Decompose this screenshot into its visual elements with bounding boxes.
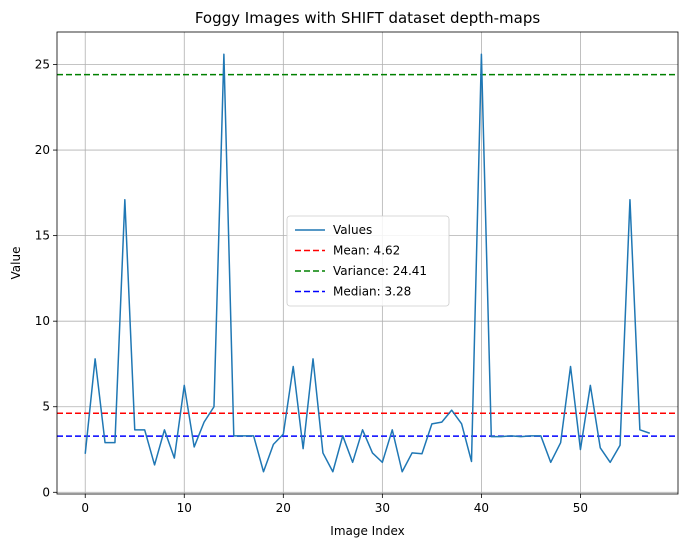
x-tick-label: 0: [81, 501, 89, 515]
reference-lines: [57, 73, 678, 437]
y-tick-label: 15: [35, 229, 50, 243]
y-tick-label: 10: [35, 314, 50, 328]
x-tick-label: 40: [474, 501, 489, 515]
y-tick-label: 20: [35, 143, 50, 157]
series-line-values: [84, 53, 651, 473]
x-axis-label: Image Index: [330, 524, 404, 538]
y-tick-label: 5: [42, 400, 50, 414]
legend-entry-label: Values: [333, 223, 372, 237]
legend-entry-label: Median: 3.28: [333, 285, 411, 299]
legend: Values Mean: 4.62 Variance: 24.41 Median: 3…: [286, 215, 450, 307]
x-tick-label: 10: [177, 501, 192, 515]
grid-lines: [57, 32, 678, 494]
y-axis-label: Value: [9, 247, 23, 280]
legend-box: [286, 215, 450, 307]
chart-title: Foggy Images with SHIFT dataset depth-ma…: [195, 9, 541, 27]
data-series: [84, 53, 651, 473]
x-tick-label: 50: [573, 501, 588, 515]
x-axis-ticks: 0 10 20 30 40 50: [81, 494, 588, 515]
y-tick-label: 0: [42, 485, 50, 499]
y-tick-label: 25: [35, 58, 50, 72]
x-tick-label: 30: [375, 501, 390, 515]
legend-entry-label: Mean: 4.62: [333, 244, 400, 258]
y-axis-ticks: 0 5 10 15 20 25: [35, 58, 57, 499]
plot-frame: [56, 31, 679, 495]
x-tick-label: 20: [276, 501, 291, 515]
legend-entry-label: Variance: 24.41: [333, 264, 427, 278]
